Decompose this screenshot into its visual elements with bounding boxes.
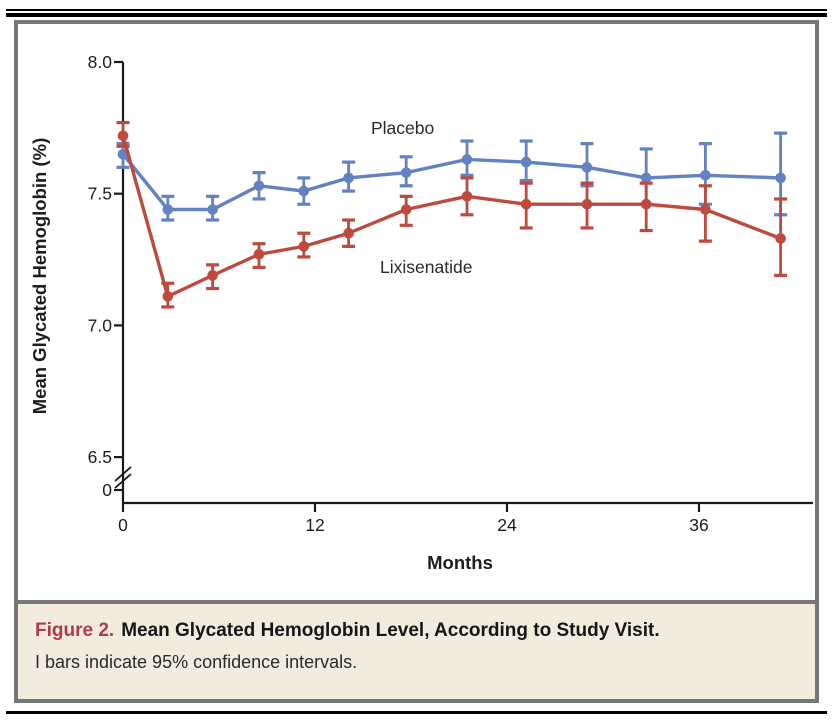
data-point [581,162,593,173]
figure-caption: Figure 2. Mean Glycated Hemoglobin Level,… [18,604,815,699]
data-point [343,227,354,239]
data-point [640,198,652,210]
caption-line-1: Figure 2. Mean Glycated Hemoglobin Level,… [35,619,797,643]
figure-note: I bars indicate 95% confidence intervals… [35,651,358,672]
y-tick-labels: 8.0 7.5 7.0 6.5 0 [88,52,113,500]
data-point [700,169,711,181]
data-point [461,191,473,202]
x-tick-label: 24 [497,515,517,535]
data-point [400,204,412,215]
data-point [700,204,711,215]
data-point [207,204,218,215]
data-point [520,156,532,168]
top-rule-thick [6,13,827,17]
lixisenatide-series [116,120,788,309]
x-tick-label: 12 [305,515,324,535]
y-axis-break-icon [114,466,132,489]
data-point [520,198,532,210]
data-point [343,172,354,184]
data-point [298,185,310,197]
y-axis-title: Mean Glycated Hemoglobin (%) [29,138,50,415]
figure-frame: 8.0 7.5 7.0 6.5 0 0 12 24 36 Months Mean… [14,20,819,703]
y-tick-label: 7.0 [88,315,113,335]
data-point [117,130,129,142]
top-rule-thin [6,9,827,11]
figure-number: Figure 2. [35,620,115,641]
bottom-rule [6,711,827,714]
data-point [775,233,786,244]
x-tick-labels: 0 12 24 36 [118,515,709,535]
y-tick-label: 8.0 [88,52,113,72]
data-point [400,167,412,178]
data-point [207,270,218,281]
data-point [162,291,174,302]
data-point [298,241,310,252]
panel-divider [18,600,815,604]
data-point [775,172,786,184]
x-tick-label: 0 [118,515,128,535]
data-point [461,154,473,165]
data-point [640,172,652,184]
figure-title: Mean Glycated Hemoglobin Level, Accordin… [121,620,660,641]
data-point [253,248,265,260]
y-tick-label: 7.5 [88,184,112,204]
chart-panel: 8.0 7.5 7.0 6.5 0 0 12 24 36 Months Mean… [18,24,815,600]
x-tick-label: 36 [689,515,708,535]
hba1c-line-chart: 8.0 7.5 7.0 6.5 0 0 12 24 36 Months Mean… [29,52,813,573]
data-point [162,204,174,215]
data-point [581,198,593,210]
x-axis-title: Months [427,552,493,573]
y-tick-label: 0 [102,480,112,500]
lixisenatide-series-label: Lixisenatide [380,257,472,277]
data-point [253,180,265,192]
y-tick-label: 6.5 [88,447,112,467]
placebo-series-label: Placebo [371,118,434,138]
